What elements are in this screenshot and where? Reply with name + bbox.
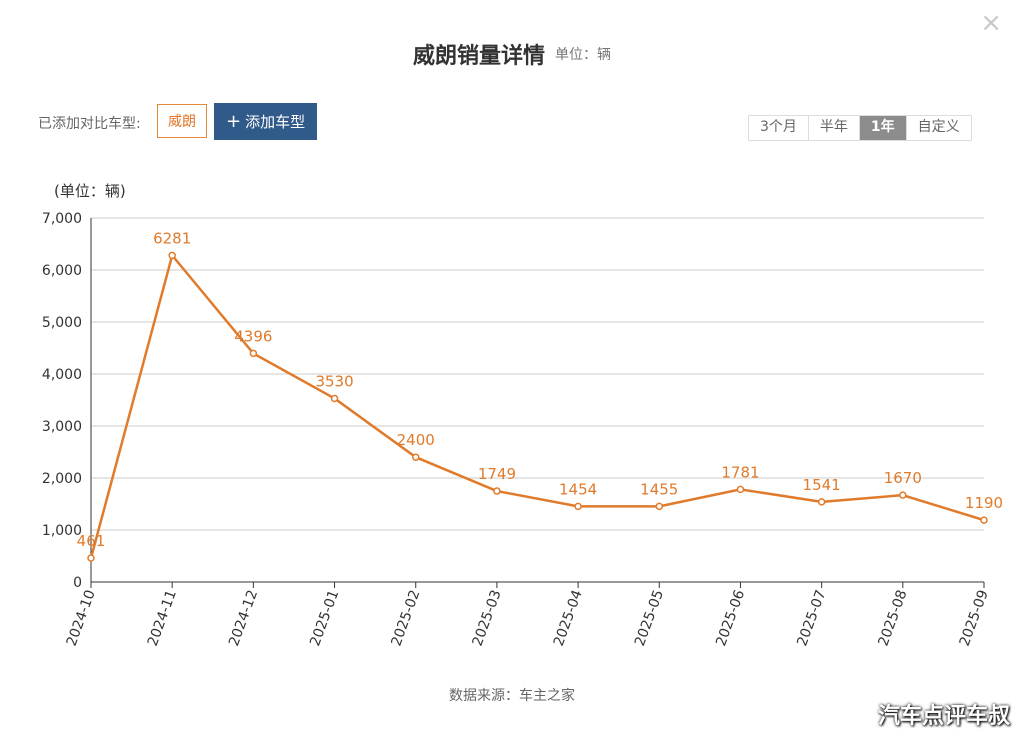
- data-label: 1541: [803, 476, 841, 494]
- data-label: 4396: [234, 327, 272, 345]
- y-tick-label: 3,000: [42, 419, 82, 435]
- data-point: [980, 516, 988, 524]
- plus-icon: +: [226, 111, 242, 132]
- x-tick-label: 2025-07: [794, 588, 829, 648]
- data-source: 数据来源：车主之家: [0, 685, 1024, 705]
- range-half-year[interactable]: 半年: [808, 116, 860, 140]
- x-tick-label: 2025-06: [713, 588, 748, 649]
- y-tick-label: 4,000: [42, 367, 82, 383]
- y-tick-label: 0: [73, 575, 82, 591]
- data-label: 1670: [884, 469, 922, 487]
- range-3-months[interactable]: 3个月: [749, 116, 809, 140]
- data-label: 461: [77, 532, 106, 550]
- y-tick-label: 6,000: [42, 263, 82, 279]
- compare-model-chip[interactable]: 威朗: [157, 104, 207, 138]
- watermark-text: 汽车点评车叔: [877, 704, 1010, 729]
- data-label: 2400: [397, 431, 435, 449]
- data-point: [736, 485, 745, 494]
- data-label: 6281: [153, 229, 191, 247]
- data-label: 1749: [478, 465, 516, 483]
- data-point: [168, 251, 176, 260]
- range-1-year[interactable]: 1年: [859, 116, 907, 140]
- y-tick-label: 7,000: [42, 211, 82, 227]
- series-line: [89, 254, 985, 559]
- x-tick-label: 2024-10: [64, 588, 99, 648]
- y-tick-label: 2,000: [42, 471, 82, 487]
- x-tick-label: 2025-02: [388, 588, 423, 648]
- data-label: 1455: [640, 480, 678, 498]
- data-point: [330, 394, 339, 403]
- data-label: 1190: [965, 494, 1003, 512]
- x-tick-label: 2025-04: [551, 588, 586, 649]
- compare-label: 已添加对比车型:: [38, 116, 141, 132]
- data-point: [87, 554, 95, 562]
- y-tick-label: 5,000: [42, 315, 82, 331]
- x-tick-label: 2025-01: [307, 588, 342, 648]
- data-point: [817, 498, 826, 506]
- source-name: 车主之家: [519, 688, 575, 704]
- data-point: [574, 502, 582, 511]
- sales-line-chart: 0 1,000 2,000 3,000 4,000 5,000 6,000 7,000 2024…: [42, 211, 1003, 649]
- x-tick-label: 2025-05: [632, 588, 667, 648]
- title-unit: 单位：辆: [555, 47, 611, 63]
- range-selector: 3个月 半年 1年 自定义: [748, 115, 972, 141]
- x-tick-label: 2024-11: [145, 588, 180, 648]
- x-tick-label: 2025-08: [876, 588, 911, 648]
- page-title: 威朗销量详情: [412, 44, 545, 69]
- source-label: 数据来源：: [449, 688, 519, 704]
- x-tick-label: 2025-09: [957, 588, 992, 648]
- data-point: [249, 349, 258, 358]
- y-axis-unit: (单位：辆): [54, 182, 126, 200]
- add-model-label: 添加车型: [245, 113, 306, 131]
- x-tick-label: 2025-03: [470, 588, 505, 648]
- x-tick-label: 2024-12: [226, 588, 261, 648]
- data-point: [899, 491, 907, 499]
- data-point: [493, 487, 501, 495]
- range-custom[interactable]: 自定义: [906, 116, 971, 140]
- y-tick-label: 1,000: [42, 523, 82, 539]
- data-label: 3530: [315, 372, 353, 390]
- add-model-button[interactable]: + 添加车型: [214, 103, 318, 140]
- data-label: 1781: [721, 463, 759, 481]
- data-point: [655, 502, 664, 511]
- data-label: 1454: [559, 480, 597, 498]
- data-point: [411, 453, 420, 461]
- close-button[interactable]: ×: [980, 8, 1002, 38]
- chart-header: 威朗销量详情 单位：辆: [0, 38, 1024, 70]
